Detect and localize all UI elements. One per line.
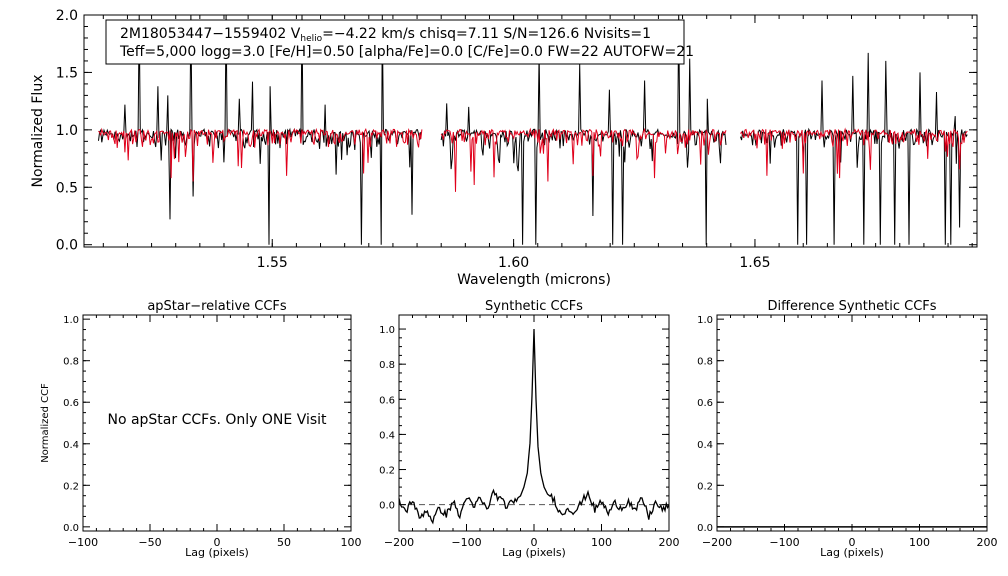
spectrum-legend: 2M18053447−1559402 Vhelio=−4.22 km/s chi… <box>105 19 694 65</box>
synthetic-ccf-line <box>398 328 670 525</box>
synthetic-xlabel: Lag (pixels) <box>502 546 566 559</box>
difference-xlabel: Lag (pixels) <box>820 546 884 559</box>
xtick-label: −200 <box>702 536 732 549</box>
apstar-ccf-panel: −100 −50 0 50 100 0.0 0.2 0.4 0.6 0.8 1.0 apStar−r… <box>40 299 362 559</box>
legend-line-1: 2M18053447−1559402 Vhelio=−4.22 km/s chi… <box>120 26 651 44</box>
synthetic-axes: −200 −100 0 100 200 0.0 0.2 0.4 0.6 0.8 1.0 <box>379 315 680 549</box>
xtick-label: −200 <box>384 536 414 549</box>
spectrum-xlabel: Wavelength (microns) <box>457 272 611 288</box>
legend-line-2: Teff=5,000 logg=3.0 [Fe/H]=0.50 [alpha/F… <box>119 44 694 60</box>
ytick-label: 0.0 <box>379 501 395 512</box>
ytick-label: 0.8 <box>379 360 395 371</box>
apstar-title: apStar−relative CCFs <box>147 299 287 314</box>
xtick-label: 0 <box>849 536 856 549</box>
spectrum-ytick-label: 1.0 <box>56 123 78 139</box>
spectrum-panel: 1.55 1.60 1.65 0.0 0.5 1.0 1.5 2.0 Normalized F… <box>30 8 978 288</box>
ytick-label: 0.6 <box>63 398 79 409</box>
xtick-label: −100 <box>451 536 481 549</box>
ytick-label: 0.6 <box>697 398 713 409</box>
spectrum-xtick-label: 1.65 <box>739 255 770 271</box>
xtick-label: −100 <box>769 536 799 549</box>
ytick-label: 0.4 <box>379 430 395 441</box>
spectrum-xtick-label: 1.55 <box>257 255 288 271</box>
apstar-xlabel: Lag (pixels) <box>185 546 249 559</box>
ytick-label: 0.0 <box>63 523 79 534</box>
ytick-label: 1.0 <box>63 315 79 326</box>
difference-ccf-panel: −200 −100 0 100 200 0.0 0.2 0.4 0.6 0.8 1.0 Differ… <box>697 299 997 559</box>
spectrum-ytick-label: 2.0 <box>56 8 78 24</box>
xtick-label: 0 <box>214 536 221 549</box>
ytick-label: 0.2 <box>697 481 713 492</box>
ytick-label: 0.4 <box>63 440 79 451</box>
xtick-label: −100 <box>68 536 98 549</box>
ytick-label: 1.0 <box>697 315 713 326</box>
difference-frame <box>716 314 988 532</box>
spectrum-data <box>98 15 968 245</box>
legend-line-1-subscript: helio <box>300 34 322 44</box>
synthetic-data <box>398 328 670 525</box>
difference-title: Difference Synthetic CCFs <box>767 299 936 314</box>
ytick-label: 0.4 <box>697 440 713 451</box>
apstar-axes: −100 −50 0 50 100 0.0 0.2 0.4 0.6 0.8 1.0 <box>63 315 362 549</box>
spectrum-synthetic-line <box>98 127 968 192</box>
spectrum-xtick-label: 1.60 <box>498 255 529 271</box>
xtick-label: −50 <box>138 536 161 549</box>
difference-axes: −200 −100 0 100 200 0.0 0.2 0.4 0.6 0.8 1.0 <box>697 315 998 549</box>
spectrum-ytick-label: 0.5 <box>56 180 78 196</box>
legend-line-1-suffix: =−4.22 km/s chisq=7.11 S/N=126.6 Nvisits… <box>322 26 651 42</box>
ytick-label: 0.2 <box>379 466 395 477</box>
synthetic-ccf-panel: −200 −100 0 100 200 0.0 0.2 0.4 0.6 0.8 1.0 Synthe… <box>379 299 679 559</box>
xtick-label: 0 <box>531 536 538 549</box>
legend-line-1-prefix: 2M18053447−1559402 V <box>120 26 301 42</box>
ytick-label: 0.2 <box>63 481 79 492</box>
xtick-label: 200 <box>977 536 998 549</box>
spectrum-ytick-label: 0.0 <box>56 238 78 254</box>
apstar-annotation: No apStar CCFs. Only ONE Visit <box>107 412 327 428</box>
spectrum-ylabel: Normalized Flux <box>30 75 46 188</box>
spectrum-series-synthetic <box>98 127 968 192</box>
xtick-label: 100 <box>341 536 362 549</box>
ytick-label: 0.0 <box>697 523 713 534</box>
ytick-label: 0.6 <box>379 395 395 406</box>
xtick-label: 200 <box>659 536 680 549</box>
apstar-ylabel: Normalized CCF <box>40 383 51 463</box>
synthetic-title: Synthetic CCFs <box>485 299 583 314</box>
spectrum-frame <box>83 14 978 248</box>
legend-box <box>105 19 685 65</box>
ytick-label: 0.8 <box>63 357 79 368</box>
spectrum-axes: 1.55 1.60 1.65 0.0 0.5 1.0 1.5 2.0 <box>56 8 977 271</box>
xtick-label: 100 <box>591 536 612 549</box>
spectrum-ytick-label: 1.5 <box>56 65 78 81</box>
xtick-label: 50 <box>277 536 291 549</box>
ytick-label: 1.0 <box>379 325 395 336</box>
xtick-label: 100 <box>909 536 930 549</box>
ytick-label: 0.8 <box>697 357 713 368</box>
